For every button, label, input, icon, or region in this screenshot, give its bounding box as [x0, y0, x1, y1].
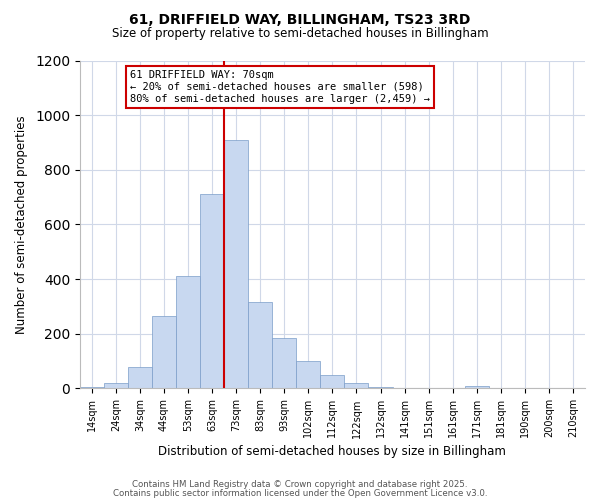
- Bar: [368, 387, 392, 388]
- Text: 61 DRIFFIELD WAY: 70sqm
← 20% of semi-detached houses are smaller (598)
80% of s: 61 DRIFFIELD WAY: 70sqm ← 20% of semi-de…: [130, 70, 430, 104]
- Bar: [320, 375, 344, 388]
- Bar: [248, 302, 272, 388]
- X-axis label: Distribution of semi-detached houses by size in Billingham: Distribution of semi-detached houses by …: [158, 444, 506, 458]
- Bar: [344, 383, 368, 388]
- Text: Contains HM Land Registry data © Crown copyright and database right 2025.: Contains HM Land Registry data © Crown c…: [132, 480, 468, 489]
- Bar: [128, 366, 152, 388]
- Bar: [296, 361, 320, 388]
- Bar: [176, 276, 200, 388]
- Text: Size of property relative to semi-detached houses in Billingham: Size of property relative to semi-detach…: [112, 28, 488, 40]
- Bar: [104, 383, 128, 388]
- Bar: [152, 316, 176, 388]
- Bar: [80, 387, 104, 388]
- Bar: [272, 338, 296, 388]
- Text: Contains public sector information licensed under the Open Government Licence v3: Contains public sector information licen…: [113, 489, 487, 498]
- Bar: [224, 140, 248, 388]
- Y-axis label: Number of semi-detached properties: Number of semi-detached properties: [15, 115, 28, 334]
- Bar: [200, 194, 224, 388]
- Bar: [465, 386, 489, 388]
- Text: 61, DRIFFIELD WAY, BILLINGHAM, TS23 3RD: 61, DRIFFIELD WAY, BILLINGHAM, TS23 3RD: [130, 12, 470, 26]
